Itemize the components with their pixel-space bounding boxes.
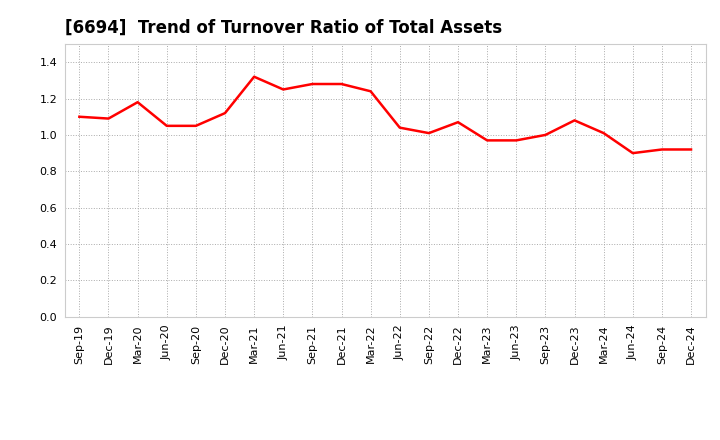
Text: [6694]  Trend of Turnover Ratio of Total Assets: [6694] Trend of Turnover Ratio of Total …	[65, 19, 502, 37]
